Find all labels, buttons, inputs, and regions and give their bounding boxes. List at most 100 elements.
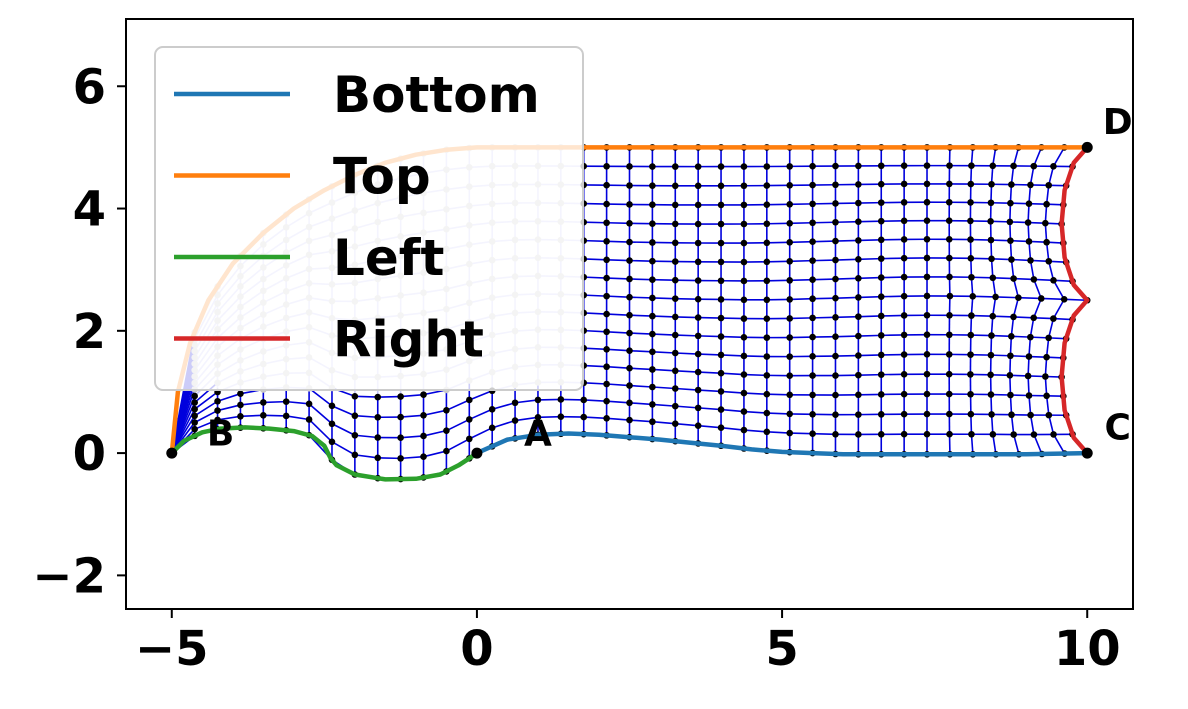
mesh-edge	[354, 395, 378, 398]
mesh-edge	[698, 424, 722, 429]
mesh-node	[671, 201, 679, 209]
mesh-edge	[652, 386, 676, 390]
mesh-node	[967, 255, 975, 262]
mesh-edge	[629, 332, 653, 335]
mesh-node	[877, 411, 885, 418]
mesh-node	[740, 389, 748, 397]
mesh-edge	[971, 276, 993, 279]
mesh-node	[694, 258, 702, 266]
mesh-node	[649, 418, 656, 426]
mesh-node	[855, 352, 862, 359]
mesh-node	[740, 220, 748, 228]
mesh-node	[832, 431, 839, 438]
mesh-node	[967, 331, 975, 339]
mesh-edge	[858, 239, 882, 242]
mesh-node	[923, 410, 931, 418]
mesh-edge	[331, 423, 356, 436]
mesh-node	[1050, 315, 1057, 322]
mesh-node	[671, 349, 679, 357]
mesh-edge	[1032, 298, 1042, 319]
corner-labels: A B C D	[207, 102, 1133, 455]
mesh-node	[763, 220, 771, 228]
mesh-node	[968, 312, 975, 319]
mesh-node	[328, 438, 336, 446]
series-bottom-line	[474, 431, 1090, 457]
mesh-node	[900, 217, 908, 225]
mesh-node	[649, 312, 656, 320]
mesh-edge	[468, 408, 493, 421]
mesh-node	[988, 180, 995, 188]
mesh-edge	[331, 441, 356, 456]
mesh-node	[694, 332, 702, 340]
x-tick-label: 0	[460, 621, 493, 677]
mesh-edge	[583, 276, 607, 279]
mesh-edge	[1041, 297, 1065, 301]
mesh-node	[1025, 200, 1033, 207]
mesh-edge	[1012, 434, 1020, 455]
mesh-node	[626, 399, 633, 407]
mesh-node	[763, 258, 771, 266]
mesh-node	[443, 406, 450, 414]
mesh-node	[1043, 238, 1050, 246]
x-axis-ticks: −5 0 5 10	[135, 609, 1121, 677]
mesh-node	[987, 391, 995, 398]
mesh-node	[626, 364, 633, 372]
mesh-edge	[743, 392, 767, 396]
mesh-edge	[560, 398, 584, 401]
mesh-node	[832, 200, 839, 207]
mesh-node	[282, 398, 290, 405]
mesh-node	[717, 258, 725, 266]
mesh-node	[740, 352, 748, 360]
mesh-node	[694, 314, 702, 321]
mesh-node	[877, 391, 885, 398]
mesh-node	[1010, 313, 1017, 321]
mesh-node	[763, 201, 771, 208]
mesh-edge	[514, 416, 539, 422]
mesh-edge	[583, 258, 607, 261]
mesh-node	[855, 391, 862, 399]
mesh-node	[626, 238, 633, 246]
mesh-node	[328, 420, 336, 428]
mesh-node	[877, 293, 885, 300]
mesh-edge	[652, 278, 676, 281]
mesh-edge	[194, 391, 219, 410]
mesh-edge	[812, 278, 836, 281]
mesh-node	[945, 390, 953, 398]
mesh-node	[626, 220, 633, 227]
mesh-edge	[720, 372, 744, 376]
y-tick-label: 0	[73, 426, 106, 482]
mesh-edge	[970, 414, 973, 435]
mesh-node	[877, 431, 885, 438]
mesh-edge	[789, 221, 813, 225]
mesh-node	[603, 380, 610, 388]
mesh-node	[900, 199, 908, 206]
mesh-node	[626, 416, 633, 424]
mesh-edge	[606, 330, 630, 334]
mesh-edge	[400, 435, 424, 439]
mesh-edge	[286, 415, 310, 421]
mesh-edge	[858, 295, 882, 299]
mesh-node	[671, 331, 679, 339]
mesh-node	[786, 220, 794, 227]
mesh-node	[1027, 411, 1034, 419]
mesh-node	[717, 424, 725, 431]
mesh-node	[557, 413, 565, 420]
mesh-edge	[514, 399, 539, 404]
mesh-node	[305, 416, 313, 423]
mesh-node	[900, 390, 908, 398]
mesh-node	[786, 239, 794, 246]
mesh-node	[649, 239, 656, 246]
mesh-node	[603, 397, 610, 405]
mesh-node	[832, 237, 839, 245]
mesh-edge	[835, 315, 859, 319]
mesh-node	[694, 201, 702, 209]
mesh-node	[1010, 275, 1017, 282]
mesh-node	[832, 275, 839, 283]
mesh-node	[786, 315, 794, 322]
mesh-node	[855, 431, 862, 438]
mesh-node	[1006, 372, 1014, 379]
mesh-node	[900, 370, 908, 378]
mesh-node	[603, 256, 610, 264]
mesh-node	[988, 332, 995, 339]
mesh-node	[740, 408, 748, 415]
